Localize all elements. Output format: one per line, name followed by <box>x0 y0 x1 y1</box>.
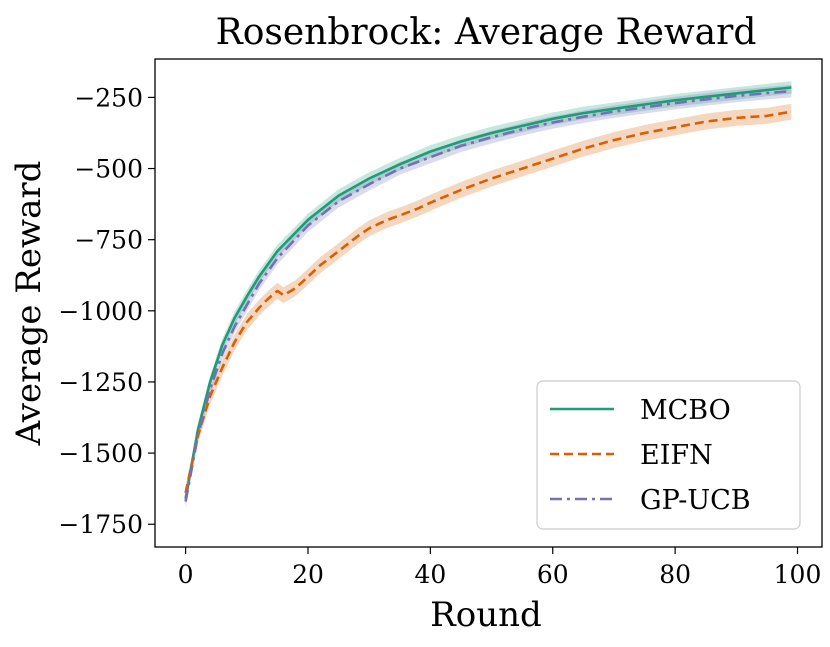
x-tick-label: 0 <box>178 560 194 589</box>
chart-title: Rosenbrock: Average Reward <box>216 12 757 53</box>
line-series-0 <box>184 86 792 499</box>
y-axis-ticks: −250 −500 −750 −1000 −1250 −1500 −1750 <box>58 83 155 539</box>
line-series-1 <box>184 110 792 494</box>
legend-label: MCBO <box>640 395 731 426</box>
y-tick-label: −1250 <box>58 368 143 397</box>
series-lines <box>184 86 792 502</box>
x-tick-label: 20 <box>292 560 324 589</box>
y-tick-label: −1750 <box>58 510 143 539</box>
y-tick-label: −250 <box>74 83 143 112</box>
y-tick-label: −750 <box>74 226 143 255</box>
legend-label: EIFN <box>640 440 713 471</box>
y-tick-label: −500 <box>74 155 143 184</box>
y-tick-label: −1500 <box>58 439 143 468</box>
x-tick-label: 40 <box>414 560 446 589</box>
legend-label: GP-UCB <box>640 485 751 516</box>
confidence-bands <box>185 81 792 508</box>
line-series-2 <box>184 89 792 502</box>
x-tick-label: 80 <box>659 560 691 589</box>
band-series-1 <box>185 103 792 501</box>
x-axis-label: Round <box>430 595 542 635</box>
x-axis-ticks: 0 20 40 60 80 100 <box>178 547 822 589</box>
plot-frame <box>154 58 823 548</box>
y-axis-label: Average Reward <box>9 161 49 447</box>
legend-box <box>536 380 801 530</box>
x-tick-label: 100 <box>774 560 822 589</box>
x-tick-label: 60 <box>537 560 569 589</box>
y-tick-label: −1000 <box>58 297 143 326</box>
legend: MCBO EIFN GP-UCB <box>536 380 801 530</box>
